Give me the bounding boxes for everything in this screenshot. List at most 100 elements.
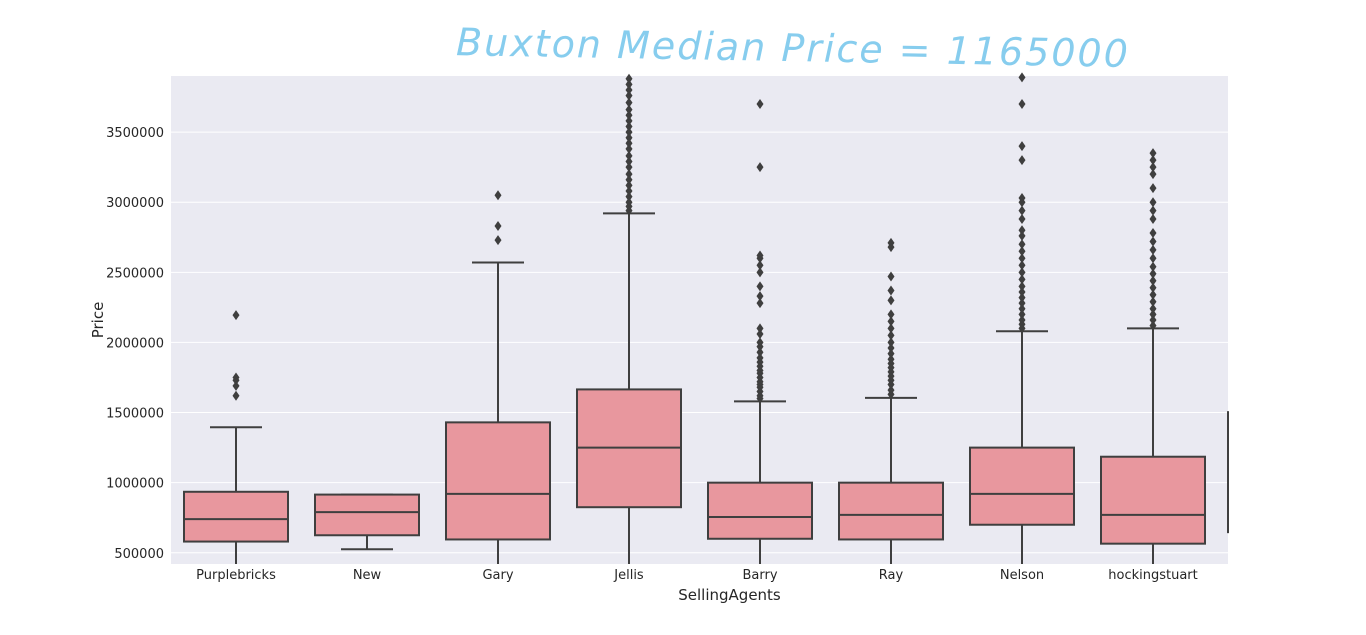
outlier-point [1018,155,1026,166]
y-tick-label: 1500000 [106,407,164,422]
outlier-point [1149,244,1157,255]
outlier-point [1018,141,1026,152]
outlier-point [232,310,240,321]
outlier-point [756,260,764,271]
outlier-point [625,156,633,167]
outlier-point [756,291,764,302]
x-tick-label: Purplebricks [196,568,276,583]
outlier-point [625,174,633,185]
outlier-point [494,221,502,232]
outlier-point [1149,253,1157,264]
x-tick-label: hockingstuart [1108,568,1198,583]
box-New [314,493,420,537]
y-tick-label: 1000000 [106,477,164,492]
outlier-point [1018,205,1026,216]
y-axis-label: Price [89,302,107,339]
outlier-point [1149,296,1157,307]
outlier-point [625,169,633,180]
outlier-point [1018,315,1026,325]
box-Gary [445,421,551,541]
y-tick-label: 500000 [114,547,164,562]
outlier-point [1018,246,1026,257]
outlier-point [1149,289,1157,300]
outlier-point [1018,230,1026,241]
box-hockingstuart [1100,455,1206,545]
outlier-point [1018,260,1026,271]
outlier-point [1018,99,1026,110]
outlier-point [887,343,895,354]
outlier-point [232,380,240,391]
x-axis-label: SellingAgents [678,586,781,604]
outlier-point [887,337,895,348]
y-tick-label: 2500000 [106,266,164,281]
outlier-point [1018,292,1026,303]
outlier-point [756,298,764,309]
outlier-point [625,180,633,191]
outlier-point [887,316,895,327]
outlier-point [1018,309,1026,320]
outlier-point [887,330,895,341]
outlier-point [1018,298,1026,309]
outlier-point [1149,268,1157,279]
box-Ray [838,481,944,541]
outlier-point [1149,214,1157,225]
outlier-point [1018,303,1026,314]
outlier-point [1149,197,1157,208]
y-tick-label: 2000000 [106,336,164,351]
outlier-point [887,354,895,365]
outlier-point [1018,193,1026,203]
outlier-point [494,235,502,246]
outlier-point [1149,282,1157,293]
x-tick-label: New [353,568,382,583]
outlier-point [1018,274,1026,285]
outlier-point [1018,214,1026,225]
x-tick-label: Gary [482,568,513,583]
outlier-point [625,185,633,196]
outlier-point [756,337,764,348]
outlier-point [887,271,895,282]
outlier-point [1149,303,1157,314]
outlier-point [1149,205,1157,216]
y-tick-label: 3000000 [106,196,164,211]
outlier-point [625,97,633,108]
outlier-point [1149,148,1157,159]
outlier-point [1149,228,1157,239]
outlier-point [887,323,895,334]
outlier-point [232,390,240,401]
outlier-point [625,132,633,143]
outlier-point [756,323,764,334]
outlier-point [1149,183,1157,194]
y-tick-label: 3500000 [106,126,164,141]
outlier-point [887,285,895,296]
outlier-point [1149,261,1157,272]
outlier-point [625,162,633,173]
box-Purplebricks [183,490,289,543]
outlier-point [625,115,633,126]
outlier-point [625,143,633,154]
box-Barry [707,481,813,540]
outlier-point [625,104,633,115]
outlier-point [756,281,764,292]
outlier-point [756,347,764,358]
outlier-point [625,197,633,208]
outlier-point [1018,72,1026,83]
outlier-point [625,127,633,138]
outlier-point [625,90,633,101]
outlier-point [1018,267,1026,278]
outlier-point [625,150,633,161]
outlier-point [887,348,895,359]
outlier-point [887,309,895,320]
x-tick-label: Ray [879,568,904,583]
outlier-point [625,110,633,121]
outlier-point [625,138,633,149]
outlier-point [756,162,764,173]
x-tick-label: Jellis [613,568,644,583]
outlier-point [1149,169,1157,180]
outlier-point [1018,281,1026,292]
outlier-point [1149,236,1157,247]
outlier-point [1018,225,1026,236]
outlier-point [1149,309,1157,320]
outlier-point [756,250,764,261]
outlier-point [1018,253,1026,264]
